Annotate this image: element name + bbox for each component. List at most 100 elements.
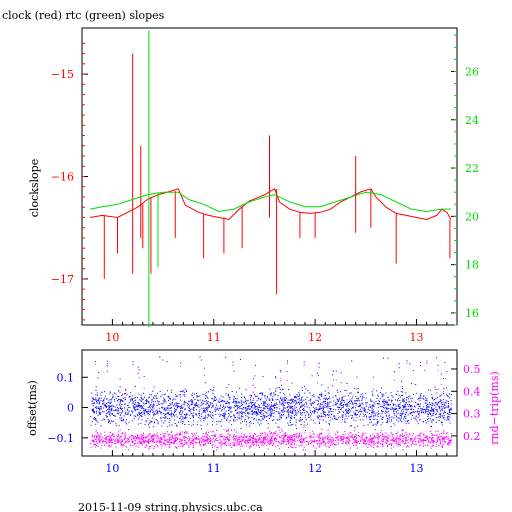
offset-point (354, 413, 356, 415)
offset-point (275, 394, 276, 396)
offset-point (98, 372, 100, 374)
offset-point (192, 402, 194, 404)
rnd-trip-point (340, 436, 342, 438)
offset-point (426, 407, 428, 409)
offset-point (103, 418, 105, 420)
rnd-trip-point (288, 409, 289, 411)
offset-point (240, 427, 242, 429)
offset-point (90, 424, 92, 426)
offset-point (187, 404, 189, 406)
offset-point (434, 386, 436, 388)
rnd-trip-point (449, 442, 451, 444)
rnd-trip-point (423, 435, 425, 437)
offset-point (152, 417, 154, 419)
rnd-trip-point (248, 446, 250, 447)
rnd-trip-point (294, 435, 296, 437)
offset-point (121, 394, 123, 396)
rnd-trip-point (256, 435, 258, 437)
rnd-trip-point (186, 432, 188, 434)
offset-point (212, 420, 214, 422)
rnd-trip-point (383, 439, 384, 441)
rnd-trip-point (335, 433, 337, 435)
rnd-trip-point (200, 445, 202, 447)
offset-point (279, 418, 281, 420)
rnd-trip-point (399, 439, 401, 441)
offset-point (369, 422, 371, 424)
offset-point (196, 409, 198, 411)
offset-point (252, 400, 254, 401)
rnd-trip-point (443, 439, 445, 441)
offset-point (308, 416, 309, 418)
rnd-trip-point (164, 432, 166, 434)
offset-point (350, 414, 352, 416)
offset-point (437, 411, 439, 413)
rnd-trip-point (295, 444, 297, 446)
offset-point (103, 411, 105, 413)
offset-point (407, 398, 409, 400)
rnd-trip-point (385, 439, 387, 441)
offset-point (151, 401, 153, 403)
offset-point (292, 399, 294, 401)
offset-point (370, 398, 372, 400)
rnd-trip-point (370, 444, 372, 446)
offset-point (220, 395, 222, 397)
offset-point (112, 420, 114, 422)
rnd-trip-point (119, 442, 121, 444)
offset-point (153, 422, 155, 424)
rnd-trip-point (346, 399, 348, 401)
offset-point (202, 399, 204, 401)
offset-point (93, 412, 95, 414)
rnd-trip-point (290, 444, 292, 446)
offset-point (282, 392, 284, 394)
rnd-trip-point (394, 439, 396, 441)
offset-point (209, 402, 211, 404)
rnd-trip-point (365, 437, 367, 439)
offset-point (432, 413, 434, 415)
offset-point (295, 419, 297, 421)
offset-point (184, 388, 186, 390)
offset-point (435, 398, 437, 400)
rnd-trip-point (93, 440, 95, 442)
offset-point (301, 399, 302, 401)
offset-point (138, 413, 140, 415)
offset-point (405, 406, 407, 408)
rnd-trip-point (134, 439, 136, 441)
rnd-trip-point (171, 441, 173, 443)
offset-point (105, 405, 107, 406)
offset-point (393, 422, 395, 424)
offset-point (292, 408, 293, 410)
offset-point (300, 413, 301, 415)
offset-point (411, 411, 413, 413)
clock-line (90, 188, 452, 221)
rnd-trip-point (300, 442, 301, 443)
offset-point (307, 390, 309, 392)
rnd-trip-point (192, 447, 194, 448)
rnd-trip-point (180, 445, 182, 447)
offset-point (324, 414, 326, 415)
offset-point (423, 398, 425, 400)
offset-point (369, 415, 371, 417)
offset-point (376, 421, 378, 423)
offset-point (441, 421, 443, 423)
upper-y2-tick-label: 16 (465, 307, 479, 320)
offset-point (235, 402, 237, 404)
rnd-trip-point (92, 434, 94, 436)
offset-point (226, 387, 228, 389)
rnd-trip-point (329, 438, 331, 440)
rnd-trip-point (249, 436, 250, 438)
offset-point (152, 390, 154, 392)
offset-point (260, 409, 262, 411)
offset-point (228, 407, 230, 409)
offset-point (304, 385, 305, 387)
rnd-trip-point (326, 442, 328, 444)
rnd-trip-point (137, 372, 139, 374)
offset-point (242, 408, 244, 410)
offset-point (132, 395, 134, 397)
offset-point (328, 411, 330, 413)
offset-point (437, 402, 439, 404)
offset-point (283, 406, 285, 408)
offset-point (301, 397, 302, 399)
rnd-trip-point (272, 435, 274, 437)
offset-point (446, 371, 448, 373)
rnd-trip-point (397, 431, 399, 433)
